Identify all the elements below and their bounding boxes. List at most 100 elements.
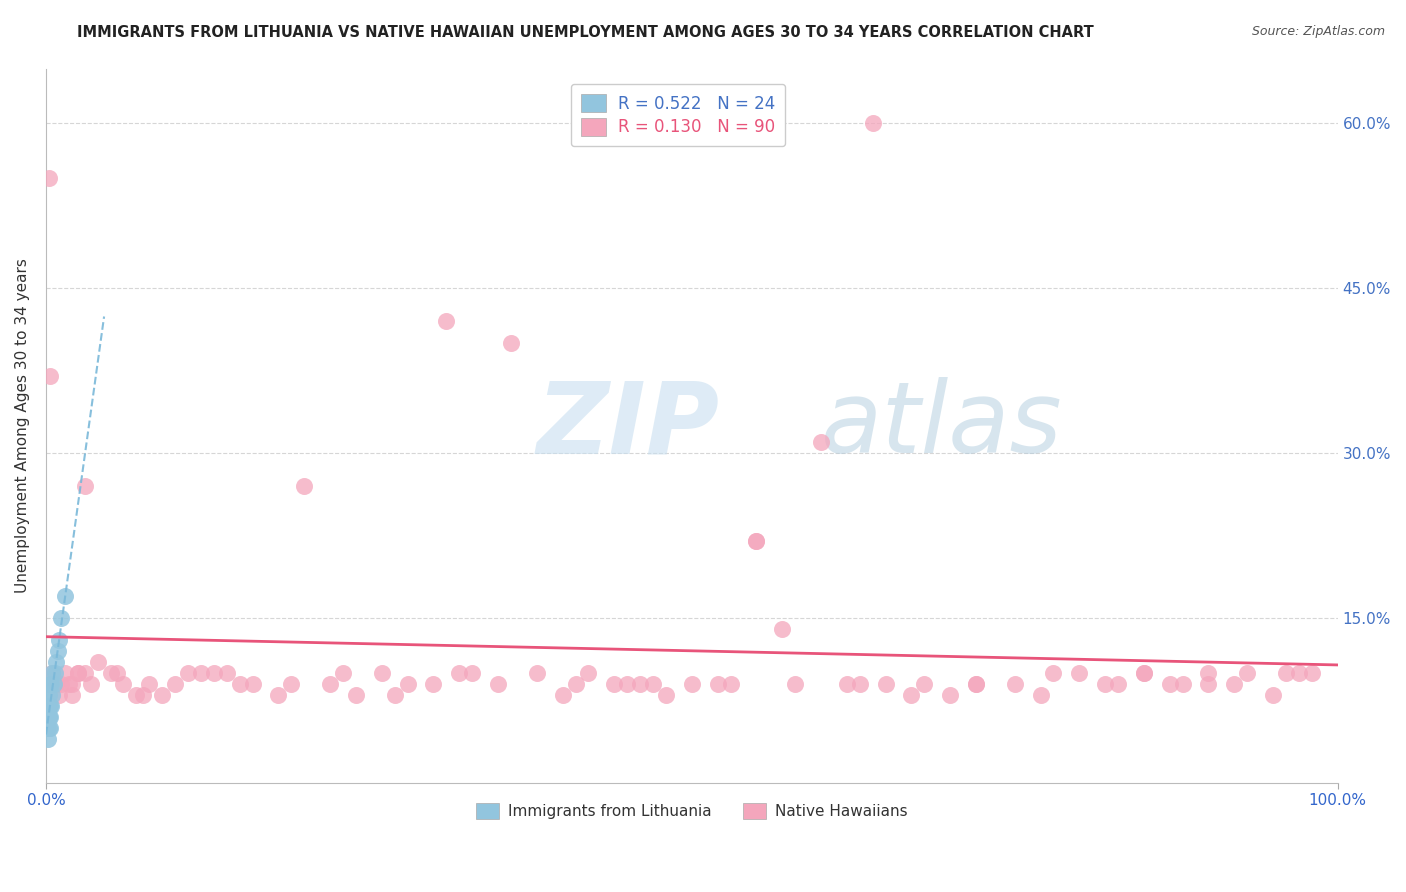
Point — [105, 666, 128, 681]
Point — [42, 677, 65, 691]
Point — [46, 644, 69, 658]
Point — [384, 688, 406, 702]
Point — [434, 314, 457, 328]
Point — [53, 666, 76, 681]
Point — [190, 666, 212, 681]
Point — [1288, 666, 1310, 681]
Point — [37, 721, 59, 735]
Point — [228, 677, 250, 691]
Point — [38, 699, 60, 714]
Point — [215, 666, 238, 681]
Point — [38, 171, 60, 186]
Point — [371, 666, 394, 681]
Point — [332, 666, 354, 681]
Point — [564, 677, 586, 691]
Point — [45, 677, 67, 691]
Point — [41, 666, 63, 681]
Y-axis label: Unemployment Among Ages 30 to 34 years: Unemployment Among Ages 30 to 34 years — [15, 259, 30, 593]
Point — [51, 611, 73, 625]
Point — [628, 677, 651, 691]
Point — [681, 677, 703, 691]
Point — [38, 710, 60, 724]
Point — [165, 677, 187, 691]
Point — [292, 479, 315, 493]
Text: Source: ZipAtlas.com: Source: ZipAtlas.com — [1251, 25, 1385, 38]
Point — [39, 710, 62, 724]
Point — [39, 677, 62, 691]
Point — [344, 688, 367, 702]
Point — [1236, 666, 1258, 681]
Point — [900, 688, 922, 702]
Text: atlas: atlas — [821, 377, 1063, 475]
Point — [1094, 677, 1116, 691]
Point — [41, 688, 63, 702]
Point — [655, 688, 678, 702]
Point — [835, 677, 858, 691]
Point — [38, 721, 60, 735]
Point — [202, 666, 225, 681]
Point — [1159, 677, 1181, 691]
Point — [1171, 677, 1194, 691]
Point — [319, 677, 342, 691]
Point — [73, 666, 96, 681]
Point — [125, 688, 148, 702]
Point — [37, 699, 59, 714]
Point — [939, 688, 962, 702]
Point — [1133, 666, 1156, 681]
Point — [965, 677, 987, 691]
Point — [280, 677, 302, 691]
Point — [86, 655, 108, 669]
Point — [486, 677, 509, 691]
Text: ZIP: ZIP — [537, 377, 720, 475]
Point — [1107, 677, 1129, 691]
Point — [745, 534, 768, 549]
Point — [38, 688, 60, 702]
Point — [499, 336, 522, 351]
Point — [616, 677, 638, 691]
Point — [58, 677, 80, 691]
Point — [706, 677, 728, 691]
Point — [44, 666, 66, 681]
Point — [48, 633, 70, 648]
Point — [51, 677, 73, 691]
Point — [551, 688, 574, 702]
Point — [1301, 666, 1323, 681]
Point — [67, 666, 90, 681]
Point — [875, 677, 897, 691]
Text: IMMIGRANTS FROM LITHUANIA VS NATIVE HAWAIIAN UNEMPLOYMENT AMONG AGES 30 TO 34 YE: IMMIGRANTS FROM LITHUANIA VS NATIVE HAWA… — [77, 25, 1094, 40]
Point — [45, 655, 67, 669]
Point — [38, 677, 60, 691]
Point — [60, 688, 83, 702]
Point — [37, 710, 59, 724]
Point — [242, 677, 264, 691]
Point — [1069, 666, 1091, 681]
Point — [67, 666, 90, 681]
Point — [848, 677, 870, 691]
Point — [138, 677, 160, 691]
Point — [785, 677, 807, 691]
Point — [41, 666, 63, 681]
Point — [100, 666, 122, 681]
Point — [422, 677, 444, 691]
Point — [720, 677, 742, 691]
Point — [912, 677, 935, 691]
Legend: Immigrants from Lithuania, Native Hawaiians: Immigrants from Lithuania, Native Hawaii… — [470, 797, 914, 825]
Point — [150, 688, 173, 702]
Point — [1042, 666, 1064, 681]
Point — [177, 666, 200, 681]
Point — [862, 116, 884, 130]
Point — [60, 677, 83, 691]
Point — [1261, 688, 1284, 702]
Point — [1198, 677, 1220, 691]
Point — [38, 369, 60, 384]
Point — [39, 699, 62, 714]
Point — [1029, 688, 1052, 702]
Point — [1004, 677, 1026, 691]
Point — [641, 677, 664, 691]
Point — [1133, 666, 1156, 681]
Point — [48, 688, 70, 702]
Point — [770, 622, 793, 636]
Point — [132, 688, 155, 702]
Point — [745, 534, 768, 549]
Point — [38, 710, 60, 724]
